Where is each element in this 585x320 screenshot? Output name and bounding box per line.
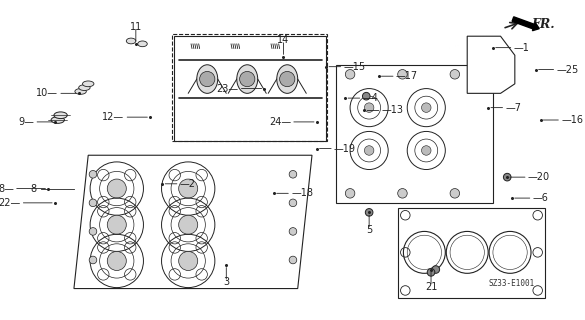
Circle shape <box>422 103 431 112</box>
Circle shape <box>178 252 198 270</box>
Text: —25: —25 <box>556 65 579 75</box>
Circle shape <box>240 71 255 87</box>
Bar <box>174 36 326 141</box>
Text: —17: —17 <box>396 71 418 81</box>
Polygon shape <box>398 208 545 298</box>
FancyArrow shape <box>512 17 539 31</box>
Bar <box>172 34 327 141</box>
Text: FR.: FR. <box>531 18 555 31</box>
Circle shape <box>280 71 295 87</box>
Circle shape <box>398 69 407 79</box>
Circle shape <box>107 179 126 198</box>
Text: 11: 11 <box>130 22 142 32</box>
Ellipse shape <box>82 81 94 87</box>
Text: 12—: 12— <box>102 112 125 122</box>
Text: 8—: 8— <box>0 184 14 194</box>
Circle shape <box>107 252 126 270</box>
Ellipse shape <box>54 112 67 119</box>
Text: —18: —18 <box>291 188 313 198</box>
Text: 24—: 24— <box>269 117 291 127</box>
Circle shape <box>450 188 460 198</box>
Circle shape <box>345 188 355 198</box>
Circle shape <box>178 215 198 234</box>
Circle shape <box>432 266 439 273</box>
Text: 10—: 10— <box>36 88 58 98</box>
Polygon shape <box>74 155 312 289</box>
Polygon shape <box>336 65 493 203</box>
Circle shape <box>504 173 511 181</box>
Circle shape <box>427 268 435 276</box>
Ellipse shape <box>237 65 258 93</box>
Text: 14: 14 <box>277 35 290 45</box>
Circle shape <box>199 71 215 87</box>
Text: 9—: 9— <box>19 117 35 127</box>
Text: —13: —13 <box>381 106 404 116</box>
Circle shape <box>289 171 297 178</box>
Text: —4: —4 <box>363 93 378 103</box>
Ellipse shape <box>197 65 218 93</box>
Text: —20: —20 <box>528 172 550 182</box>
Ellipse shape <box>126 38 136 44</box>
Text: SZ33-E1001: SZ33-E1001 <box>488 279 535 288</box>
Circle shape <box>345 69 355 79</box>
Text: —15: —15 <box>343 62 366 72</box>
Circle shape <box>363 92 370 100</box>
Ellipse shape <box>137 41 147 47</box>
Ellipse shape <box>51 117 64 123</box>
Text: 23—: 23— <box>216 84 239 93</box>
Circle shape <box>365 209 373 216</box>
Circle shape <box>178 179 198 198</box>
Circle shape <box>364 103 374 112</box>
Text: 5: 5 <box>366 225 372 235</box>
Text: —19: —19 <box>334 144 356 154</box>
Circle shape <box>289 256 297 264</box>
Ellipse shape <box>75 89 87 94</box>
Text: —7: —7 <box>505 103 521 113</box>
Polygon shape <box>467 36 515 93</box>
Text: 22—: 22— <box>0 198 20 208</box>
Text: 3: 3 <box>223 277 229 287</box>
Circle shape <box>422 146 431 155</box>
Text: —1: —1 <box>514 43 529 52</box>
Text: —2: —2 <box>180 179 195 189</box>
Circle shape <box>89 171 97 178</box>
Circle shape <box>89 199 97 207</box>
Text: —6: —6 <box>532 193 548 203</box>
Ellipse shape <box>79 85 90 91</box>
Text: 21: 21 <box>425 282 437 292</box>
Ellipse shape <box>277 65 298 93</box>
Circle shape <box>107 215 126 234</box>
Circle shape <box>289 199 297 207</box>
Circle shape <box>450 69 460 79</box>
Text: —16: —16 <box>561 115 583 125</box>
Circle shape <box>289 228 297 235</box>
Circle shape <box>89 256 97 264</box>
Circle shape <box>89 228 97 235</box>
Circle shape <box>364 146 374 155</box>
Circle shape <box>398 188 407 198</box>
Text: 8: 8 <box>30 184 36 194</box>
